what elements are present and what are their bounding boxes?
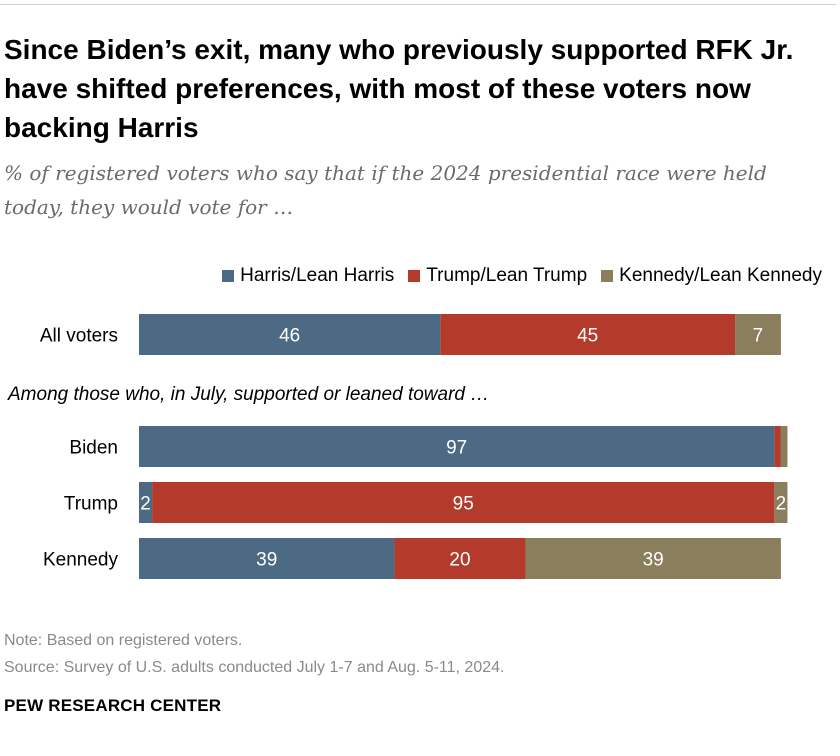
bar-segment-trump-harris [139, 482, 153, 523]
bar-segment-all-voters-harris [139, 314, 441, 355]
data-label-kennedy-kennedy: 39 [643, 550, 664, 571]
data-label-kennedy-harris: 39 [256, 550, 277, 571]
legend-label-harris: Harris/Lean Harris [240, 265, 395, 286]
data-label-trump-kennedy: 2 [776, 494, 787, 515]
data-label-trump-harris: 2 [140, 494, 151, 515]
legend-item-harris: Harris/Lean Harris [222, 265, 394, 287]
legend-swatch-kennedy [601, 270, 614, 282]
bar-segment-biden-harris [139, 426, 775, 467]
bar-segment-all-voters-kennedy [735, 314, 781, 355]
brand-name: PEW RESEARCH CENTER [4, 696, 222, 715]
bar-segment-all-voters-trump [440, 314, 736, 355]
legend-label-trump: Trump/Lean Trump [426, 265, 588, 286]
data-label-biden-harris: 97 [446, 438, 467, 459]
category-label-biden: Biden [69, 438, 118, 459]
category-label-all-voters: All voters [40, 326, 118, 347]
chart-note: Note: Based on registered voters. [4, 632, 243, 649]
bar-segment-kennedy-harris [139, 538, 395, 579]
data-label-all-voters-harris: 46 [279, 326, 300, 347]
bar-segment-biden-kennedy [780, 426, 788, 467]
stacked-bar-chart: Among those who, in July, supported or l… [7, 314, 788, 579]
chart-title: Since Biden’s exit, many who previously … [4, 34, 794, 143]
legend-item-trump: Trump/Lean Trump [408, 265, 587, 287]
chart-source: Source: Survey of U.S. adults conducted … [4, 659, 505, 676]
data-label-kennedy-trump: 20 [449, 550, 470, 571]
section-label: Among those who, in July, supported or l… [7, 384, 489, 405]
data-label-all-voters-trump: 45 [577, 326, 598, 347]
category-label-kennedy: Kennedy [43, 550, 119, 571]
bar-segment-kennedy-trump [394, 538, 526, 579]
category-label-trump: Trump [64, 494, 118, 515]
legend-swatch-harris [222, 270, 235, 282]
top-rule [0, 4, 836, 5]
bar-segment-trump-trump [152, 482, 775, 523]
bar-segment-trump-kennedy [774, 482, 788, 523]
legend-item-kennedy: Kennedy/Lean Kennedy [601, 265, 822, 287]
legend-label-kennedy: Kennedy/Lean Kennedy [619, 265, 822, 286]
data-label-all-voters-kennedy: 7 [753, 326, 764, 347]
bar-segment-kennedy-kennedy [525, 538, 781, 579]
data-label-trump-trump: 95 [453, 494, 474, 515]
legend-swatch-trump [408, 270, 421, 282]
legend: Harris/Lean Harris Trump/Lean Trump Kenn… [0, 264, 822, 288]
chart-subtitle: % of registered voters who say that if t… [4, 161, 767, 219]
bar-segment-biden-trump [774, 426, 781, 467]
